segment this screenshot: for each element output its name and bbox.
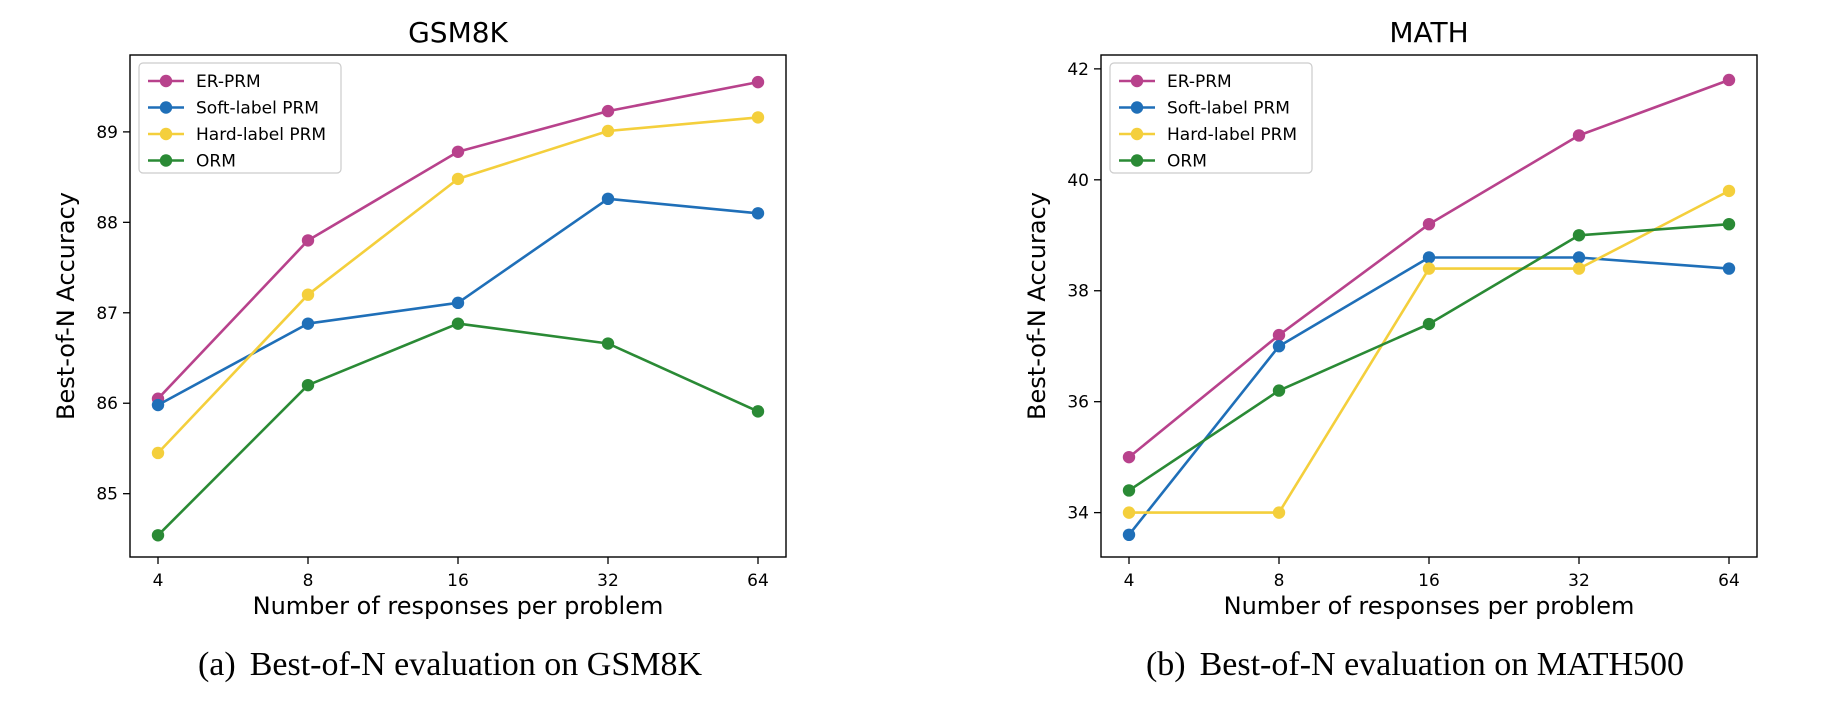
math-legend-label-1: Soft-label PRM: [1167, 99, 1290, 119]
gsm8k-series-3-point-3: [601, 337, 615, 350]
math-series-3-point-0: [1122, 484, 1136, 497]
gsm8k-series-2-point-1: [301, 288, 315, 301]
gsm8k-series-3-point-0: [151, 529, 165, 542]
math-series-3-point-4: [1722, 217, 1736, 231]
math-series-2-line: [1129, 189, 1730, 514]
caption-b-text: Best-of-N evaluation on MATH500: [1199, 646, 1685, 683]
caption-a-label: (a): [197, 646, 236, 683]
gsm8k-y-tick-label-1: 86: [96, 394, 118, 414]
math-legend-swatch-marker-3: [1130, 154, 1144, 167]
math-x-tick-label-4: 64: [1718, 571, 1740, 591]
gsm8k-series-2-point-3: [601, 124, 615, 138]
gsm8k-series-1-point-0: [151, 398, 165, 412]
gsm8k-series-0-point-3: [601, 104, 615, 118]
gsm8k-legend-swatch-marker-1: [159, 101, 173, 114]
math-y-tick-label-2: 38: [1067, 282, 1089, 302]
math-x-tick-label-0: 4: [1124, 571, 1135, 591]
gsm8k-y-axis-label: Best-of-N Accuracy: [52, 192, 80, 420]
math-series-3-point-1: [1272, 384, 1286, 397]
math-y-tick-label-1: 36: [1067, 393, 1089, 413]
math-legend-label-3: ORM: [1167, 152, 1207, 172]
math-series-0-point-1: [1272, 328, 1286, 342]
gsm8k-legend-label-1: Soft-label PRM: [196, 99, 319, 119]
gsm8k-x-tick-label-0: 4: [153, 571, 164, 591]
math-y-tick-label-3: 40: [1067, 171, 1089, 191]
gsm8k-legend: ER-PRM Soft-label PRM Hard-label PRM ORM: [138, 62, 342, 174]
math-series-0-point-4: [1722, 73, 1736, 87]
math-series-1-point-4: [1722, 262, 1736, 275]
gsm8k-series-1-point-3: [601, 192, 615, 206]
math-x-tick-label-1: 8: [1274, 571, 1285, 591]
gsm8k-series-0-point-1: [301, 234, 315, 247]
math-legend-swatch-marker-1: [1130, 101, 1144, 114]
gsm8k-x-tick-label-3: 32: [597, 571, 619, 591]
math-legend-swatch-marker-2: [1130, 127, 1144, 141]
gsm8k-legend-swatch-marker-3: [159, 154, 173, 167]
gsm8k-legend-box: [138, 62, 342, 174]
math-y-axis-label: Best-of-N Accuracy: [1023, 192, 1051, 420]
caption-b-label: (b): [1145, 646, 1186, 683]
math-series-1-point-0: [1122, 528, 1136, 542]
caption-a: (a) Best-of-N evaluation on GSM8K: [140, 642, 760, 688]
math-x-axis-label: Number of responses per problem: [1224, 592, 1635, 620]
gsm8k-series-0-point-2: [451, 145, 465, 158]
gsm8k-series-1-point-4: [751, 207, 765, 220]
gsm8k-series-1-point-2: [451, 296, 465, 310]
gsm8k-legend-label-2: Hard-label PRM: [196, 125, 326, 145]
math-series-0-point-0: [1122, 450, 1136, 464]
gsm8k-series-2-point-4: [751, 111, 765, 124]
math-chart-panel: MATH 4 8 16 32 64 34 36 38 40 42 Number of response…: [1023, 16, 1758, 620]
gsm8k-series-1-point-1: [301, 317, 315, 330]
math-series-2-point-1: [1272, 506, 1286, 519]
math-legend-swatch-marker-0: [1130, 74, 1144, 88]
math-legend: ER-PRM Soft-label PRM Hard-label PRM ORM: [1109, 62, 1313, 174]
gsm8k-y-tick-label-2: 87: [96, 304, 118, 324]
math-y-tick-label-0: 34: [1067, 504, 1089, 524]
math-series-1-line: [1127, 256, 1730, 536]
gsm8k-legend-swatch-marker-0: [159, 74, 173, 88]
gsm8k-series-3-point-4: [751, 405, 765, 418]
math-legend-box: [1109, 62, 1313, 174]
math-y-tick-label-4: 42: [1067, 60, 1089, 80]
gsm8k-legend-label-3: ORM: [196, 152, 236, 172]
gsm8k-x-tick-label-2: 16: [447, 571, 469, 591]
math-series-1-point-3: [1572, 251, 1586, 264]
math-series-2-point-4: [1722, 184, 1736, 198]
math-series-3-point-2: [1422, 317, 1436, 331]
gsm8k-chart-panel: GSM8K 4 8 16 32 64 85 86 87 88 89 Number of respons…: [52, 16, 787, 620]
math-series-0-point-3: [1572, 129, 1586, 142]
gsm8k-y-tick-label-4: 89: [96, 123, 118, 143]
gsm8k-legend-swatch-marker-2: [159, 127, 173, 141]
caption-a-text: Best-of-N evaluation on GSM8K: [249, 646, 703, 683]
math-x-tick-label-2: 16: [1418, 571, 1440, 591]
math-x-tick-label-3: 32: [1568, 571, 1590, 591]
gsm8k-series-2-point-2: [451, 172, 465, 186]
caption-b: (b) Best-of-N evaluation on MATH500: [1105, 642, 1725, 688]
gsm8k-x-axis-label: Number of responses per problem: [253, 592, 664, 620]
gsm8k-x-tick-label-4: 64: [747, 571, 769, 591]
math-chart-title: MATH: [1389, 16, 1468, 49]
gsm8k-y-tick-label-0: 85: [96, 485, 118, 505]
math-series-3-point-3: [1572, 229, 1586, 242]
math-series-2-point-0: [1122, 506, 1136, 519]
math-series-0-point-2: [1422, 217, 1436, 231]
math-series-1-point-1: [1272, 340, 1286, 353]
math-legend-label-0: ER-PRM: [1167, 72, 1232, 92]
math-legend-label-2: Hard-label PRM: [1167, 125, 1297, 145]
gsm8k-series-3-point-2: [451, 317, 465, 330]
math-series-2-point-2: [1422, 262, 1436, 275]
gsm8k-series-2-point-0: [151, 446, 165, 460]
gsm8k-series-3-point-1: [301, 378, 315, 392]
gsm8k-y-tick-label-3: 88: [96, 213, 118, 233]
math-series-2-point-3: [1572, 262, 1586, 275]
gsm8k-x-tick-label-1: 8: [303, 571, 314, 591]
gsm8k-legend-label-0: ER-PRM: [196, 72, 261, 92]
gsm8k-series-0-point-4: [751, 75, 765, 89]
math-series-1-point-2: [1422, 251, 1436, 264]
gsm8k-chart-title: GSM8K: [408, 16, 508, 49]
